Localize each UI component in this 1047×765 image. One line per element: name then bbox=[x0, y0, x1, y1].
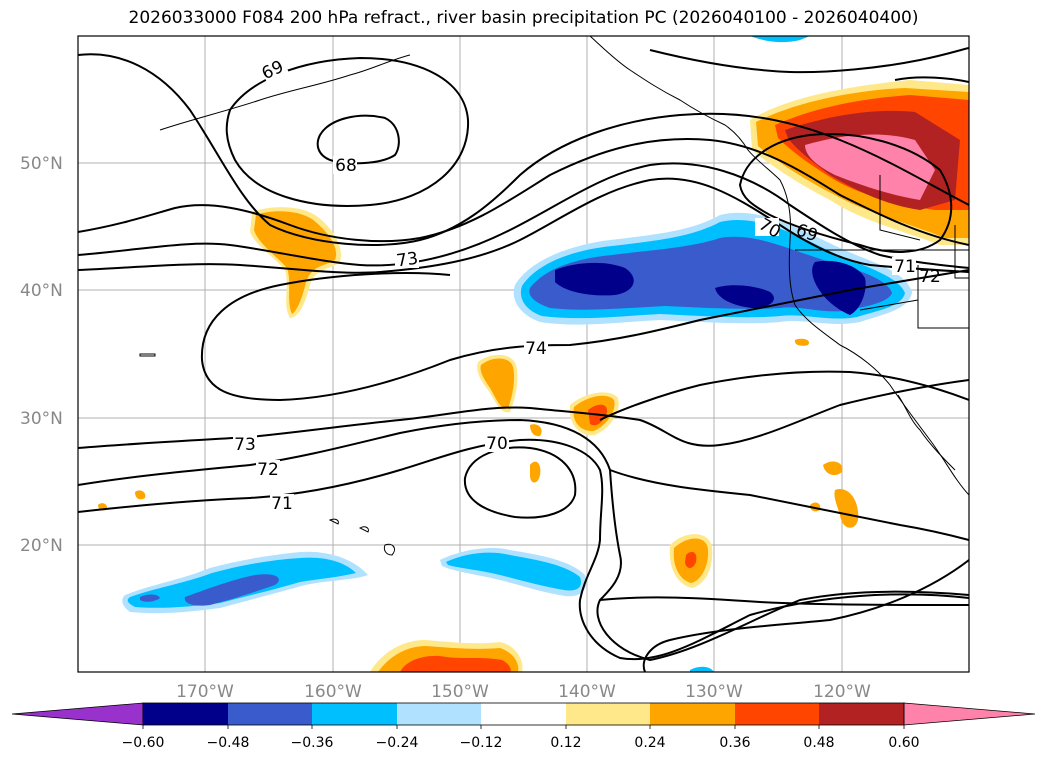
colorbar-segment bbox=[735, 703, 819, 725]
colorbar-segment bbox=[143, 703, 228, 725]
contour-label-72-ne: 72 bbox=[919, 267, 941, 287]
colorbar-segment bbox=[819, 703, 904, 725]
map-title: 2026033000 F084 200 hPa refract., river … bbox=[128, 8, 919, 28]
colorbar-extend-low bbox=[11, 702, 144, 726]
colorbar-tick: 0.60 bbox=[888, 735, 919, 751]
contour-label-74: 74 bbox=[525, 339, 547, 359]
lat-label-40n: 40°N bbox=[20, 281, 63, 301]
longitude-labels: 170°W 160°W 150°W 140°W 130°W 120°W bbox=[176, 682, 871, 702]
colorbar-tick: −0.48 bbox=[207, 735, 250, 751]
lon-label-160w: 160°W bbox=[304, 682, 362, 702]
latitude-labels: 50°N 40°N 30°N 20°N bbox=[20, 154, 63, 556]
lon-label-140w: 140°W bbox=[558, 682, 616, 702]
precip-negative-lower bbox=[122, 36, 810, 672]
colorbar-tick: −0.36 bbox=[291, 735, 334, 751]
colorbar-segment bbox=[397, 703, 481, 725]
colorbar-tick: −0.12 bbox=[460, 735, 503, 751]
colorbar-segment bbox=[228, 703, 312, 725]
contour-label-72-sw: 72 bbox=[257, 460, 279, 480]
contour-label-68: 68 bbox=[335, 156, 357, 176]
lon-label-150w: 150°W bbox=[431, 682, 489, 702]
colorbar-tick: −0.24 bbox=[376, 735, 419, 751]
lat-label-20n: 20°N bbox=[20, 536, 63, 556]
colorbar-extend-high bbox=[903, 702, 1036, 726]
lat-label-50n: 50°N bbox=[20, 154, 63, 174]
colorbar-tick: −0.60 bbox=[122, 735, 165, 751]
colorbar-segment bbox=[566, 703, 650, 725]
precip-positive-nw-us bbox=[750, 80, 969, 245]
contour-label-70-center: 70 bbox=[486, 434, 508, 454]
lon-label-170w: 170°W bbox=[176, 682, 234, 702]
contour-label-71-sw: 71 bbox=[271, 494, 293, 514]
colorbar-tick: 0.24 bbox=[634, 735, 665, 751]
colorbar-tick: 0.36 bbox=[719, 735, 750, 751]
colorbar-segment bbox=[312, 703, 397, 725]
contour-label-73: 73 bbox=[395, 249, 419, 272]
colorbar-segment bbox=[481, 703, 566, 725]
map-frame bbox=[77, 35, 970, 673]
colorbar-tick: 0.48 bbox=[803, 735, 834, 751]
colorbar-segment bbox=[650, 703, 735, 725]
contour-label-73-sw: 73 bbox=[234, 435, 256, 455]
contour-labels: 69 68 73 74 70 69 71 72 73 72 71 70 bbox=[233, 55, 941, 514]
lat-label-30n: 30°N bbox=[20, 409, 63, 429]
contour-label-71-ne: 71 bbox=[894, 257, 916, 277]
lon-label-120w: 120°W bbox=[813, 682, 871, 702]
colorbar-tick: 0.12 bbox=[550, 735, 581, 751]
colorbar: −0.60 −0.48 −0.36 −0.24 −0.12 0.12 0.24 … bbox=[11, 702, 1036, 751]
lon-label-130w: 130°W bbox=[685, 682, 743, 702]
